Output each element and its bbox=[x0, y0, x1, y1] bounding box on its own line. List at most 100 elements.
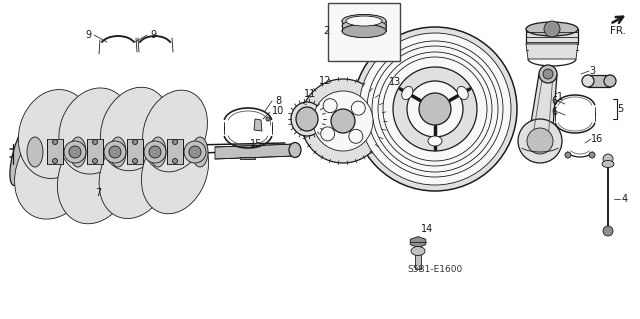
Circle shape bbox=[173, 159, 177, 164]
Circle shape bbox=[543, 69, 553, 79]
Bar bbox=[328, 3, 400, 61]
Text: 9: 9 bbox=[85, 30, 91, 40]
Polygon shape bbox=[87, 139, 103, 164]
Circle shape bbox=[109, 146, 121, 158]
Circle shape bbox=[544, 21, 560, 37]
Circle shape bbox=[393, 67, 477, 151]
Text: 5: 5 bbox=[617, 104, 623, 114]
Ellipse shape bbox=[428, 136, 442, 146]
Circle shape bbox=[69, 146, 81, 158]
Ellipse shape bbox=[602, 160, 614, 167]
Ellipse shape bbox=[10, 122, 34, 185]
Text: FR.: FR. bbox=[610, 26, 626, 36]
Polygon shape bbox=[526, 44, 578, 59]
Text: 13: 13 bbox=[389, 77, 401, 87]
Text: 1: 1 bbox=[557, 92, 563, 102]
Text: 8: 8 bbox=[275, 96, 281, 106]
Text: 4: 4 bbox=[622, 194, 628, 204]
Polygon shape bbox=[588, 75, 610, 87]
Text: 6: 6 bbox=[551, 107, 557, 117]
Circle shape bbox=[518, 119, 562, 163]
Circle shape bbox=[173, 139, 177, 145]
Polygon shape bbox=[47, 139, 63, 164]
Circle shape bbox=[104, 141, 126, 163]
Ellipse shape bbox=[143, 90, 207, 172]
Circle shape bbox=[565, 152, 571, 158]
Ellipse shape bbox=[19, 90, 92, 178]
Ellipse shape bbox=[342, 14, 386, 27]
Polygon shape bbox=[215, 144, 295, 159]
Ellipse shape bbox=[296, 107, 318, 131]
Circle shape bbox=[351, 101, 365, 115]
Polygon shape bbox=[240, 157, 255, 159]
Circle shape bbox=[359, 33, 511, 185]
Ellipse shape bbox=[192, 137, 208, 167]
Polygon shape bbox=[526, 29, 578, 44]
Text: 7: 7 bbox=[95, 188, 101, 198]
Circle shape bbox=[323, 99, 337, 113]
Ellipse shape bbox=[342, 25, 386, 38]
Circle shape bbox=[52, 139, 58, 145]
Ellipse shape bbox=[27, 137, 43, 167]
Circle shape bbox=[419, 93, 451, 125]
Text: 15: 15 bbox=[250, 139, 262, 149]
Circle shape bbox=[603, 154, 613, 164]
Circle shape bbox=[144, 141, 166, 163]
Circle shape bbox=[331, 109, 355, 133]
Circle shape bbox=[93, 159, 97, 164]
Ellipse shape bbox=[99, 130, 171, 219]
Polygon shape bbox=[127, 139, 143, 164]
Text: 2: 2 bbox=[323, 26, 329, 36]
Polygon shape bbox=[528, 74, 557, 141]
Ellipse shape bbox=[15, 123, 95, 219]
Polygon shape bbox=[167, 139, 183, 164]
Ellipse shape bbox=[526, 22, 578, 36]
Text: 10: 10 bbox=[272, 106, 284, 116]
Ellipse shape bbox=[291, 102, 323, 136]
Ellipse shape bbox=[58, 130, 132, 224]
Text: 11: 11 bbox=[304, 89, 316, 99]
Text: S5B1-E1600: S5B1-E1600 bbox=[408, 264, 463, 273]
Circle shape bbox=[301, 79, 385, 163]
Circle shape bbox=[321, 127, 335, 141]
Ellipse shape bbox=[59, 88, 131, 174]
Ellipse shape bbox=[141, 128, 209, 214]
Ellipse shape bbox=[411, 247, 425, 256]
Polygon shape bbox=[254, 119, 262, 131]
Circle shape bbox=[527, 128, 553, 154]
Ellipse shape bbox=[342, 25, 386, 38]
Text: 14: 14 bbox=[421, 224, 433, 234]
Ellipse shape bbox=[582, 75, 594, 87]
Circle shape bbox=[184, 141, 206, 163]
Ellipse shape bbox=[604, 75, 616, 87]
Ellipse shape bbox=[289, 143, 301, 158]
Polygon shape bbox=[415, 242, 421, 269]
Circle shape bbox=[313, 91, 373, 151]
Circle shape bbox=[93, 139, 97, 145]
Text: 9: 9 bbox=[150, 30, 156, 40]
Circle shape bbox=[539, 65, 557, 83]
Text: 16: 16 bbox=[591, 134, 603, 144]
Circle shape bbox=[64, 141, 86, 163]
Circle shape bbox=[266, 117, 270, 121]
Ellipse shape bbox=[110, 137, 126, 167]
Text: 6: 6 bbox=[551, 96, 557, 106]
Circle shape bbox=[603, 226, 613, 236]
Ellipse shape bbox=[346, 16, 382, 26]
Circle shape bbox=[353, 27, 517, 191]
Ellipse shape bbox=[70, 137, 86, 167]
Ellipse shape bbox=[402, 86, 413, 100]
Circle shape bbox=[52, 159, 58, 164]
Circle shape bbox=[132, 139, 138, 145]
Text: 3: 3 bbox=[589, 66, 595, 76]
Circle shape bbox=[589, 152, 595, 158]
Circle shape bbox=[132, 159, 138, 164]
Circle shape bbox=[149, 146, 161, 158]
Ellipse shape bbox=[100, 87, 170, 171]
Ellipse shape bbox=[342, 19, 386, 33]
Ellipse shape bbox=[150, 137, 166, 167]
Polygon shape bbox=[410, 237, 426, 248]
Circle shape bbox=[407, 81, 463, 137]
Ellipse shape bbox=[342, 14, 386, 27]
Circle shape bbox=[189, 146, 201, 158]
